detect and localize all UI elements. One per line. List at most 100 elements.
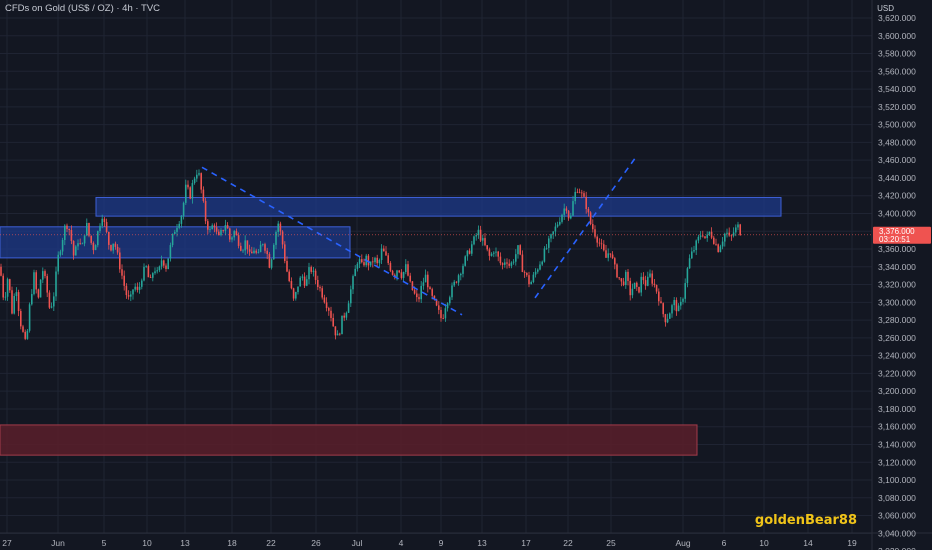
y-tick-label: 3,100.000 (878, 475, 916, 485)
candle-body (50, 306, 53, 308)
candle-body (31, 294, 33, 305)
y-tick-label: 3,360.000 (878, 244, 916, 254)
candle-body (726, 232, 728, 234)
candle-body (24, 331, 26, 339)
candle-body (187, 184, 189, 188)
candle-body (585, 196, 587, 210)
candle-body (204, 200, 207, 222)
candle-body (171, 233, 174, 246)
candle-body (380, 248, 383, 261)
candle-body (246, 240, 249, 250)
candle-body (532, 274, 535, 282)
candle-body (581, 192, 583, 194)
candle-body (20, 311, 22, 327)
candle-body (70, 229, 73, 241)
candle-body (169, 245, 172, 259)
candle-body (165, 265, 167, 269)
candle-body (112, 243, 114, 251)
candle-body (543, 248, 546, 262)
support-zone[interactable] (0, 424, 698, 456)
candle-body (22, 326, 24, 332)
x-tick-label: 4 (399, 538, 404, 548)
candle-body (488, 249, 491, 256)
y-tick-label: 3,040.000 (878, 528, 916, 538)
x-tick-label: Jul (352, 538, 363, 548)
candle-body (521, 254, 524, 272)
y-tick-label: 3,020.000 (878, 546, 916, 550)
candle-body (339, 333, 341, 335)
candle-body (587, 209, 590, 213)
candle-body (178, 223, 180, 228)
x-tick-label: 5 (102, 538, 107, 548)
candle-body (684, 283, 686, 299)
y-tick-label: 3,320.000 (878, 280, 916, 290)
candle-body (39, 279, 42, 298)
candle-body (268, 254, 271, 268)
resistance-upper-zone[interactable] (95, 196, 782, 217)
candle-body (658, 291, 660, 302)
x-tick-label: 10 (759, 538, 769, 548)
candle-body (420, 285, 422, 300)
candle-body (64, 225, 66, 240)
candle-body (695, 240, 697, 251)
candle-body (367, 255, 370, 266)
candle-body (473, 236, 475, 245)
candle-body (248, 249, 251, 252)
candle-body (242, 250, 244, 252)
y-tick-label: 3,540.000 (878, 84, 916, 94)
candle-body (160, 260, 163, 267)
candle-body (35, 272, 37, 290)
candle-body (671, 305, 673, 314)
candle-body (88, 222, 90, 236)
candle-body (215, 227, 218, 232)
candle-body (625, 271, 627, 286)
y-tick-label: 3,340.000 (878, 262, 916, 272)
candle-body (468, 250, 471, 254)
candle-body (222, 230, 224, 231)
candle-body (682, 298, 684, 302)
ascending-trendline[interactable] (534, 157, 636, 299)
candle-body (213, 225, 216, 228)
candle-body (396, 270, 398, 277)
candle-body (176, 227, 178, 232)
candle-body (319, 287, 321, 289)
candle-body (369, 261, 372, 266)
candle-body (257, 252, 260, 253)
watermark: goldenBear88 (754, 513, 857, 528)
candle-body (501, 263, 504, 265)
candle-body (336, 333, 339, 336)
candle-body (4, 296, 7, 298)
x-tick-label: 9 (439, 538, 444, 548)
candle-body (497, 251, 499, 257)
candle-body (83, 235, 86, 244)
candle-body (515, 254, 517, 262)
trendlines (201, 157, 636, 316)
y-tick-label: 3,160.000 (878, 422, 916, 432)
descending-trendline[interactable] (201, 166, 463, 316)
candle-body (550, 234, 552, 239)
y-tick-label: 3,600.000 (878, 31, 916, 41)
candle-body (706, 234, 708, 239)
candle-body (185, 184, 187, 203)
candle-body (235, 231, 238, 236)
candle-body (123, 275, 125, 286)
y-tick-label: 3,080.000 (878, 493, 916, 503)
candle-body (418, 297, 420, 300)
candle-body (53, 296, 55, 307)
candle-body (728, 232, 730, 236)
candle-body (534, 271, 537, 275)
candle-body (132, 289, 134, 295)
candle-body (75, 246, 77, 256)
y-axis-panel[interactable] (872, 0, 932, 550)
candle-body (158, 266, 161, 271)
candle-body (90, 235, 92, 243)
chart-title: CFDs on Gold (US$ / OZ) · 4h · TVC (5, 3, 161, 14)
candle-body (275, 232, 277, 245)
candle-body (352, 276, 354, 290)
currency-label: USD (877, 4, 894, 13)
candle-body (209, 229, 211, 230)
candle-body (55, 271, 57, 297)
candle-body (631, 288, 634, 296)
candle-body (629, 280, 631, 296)
